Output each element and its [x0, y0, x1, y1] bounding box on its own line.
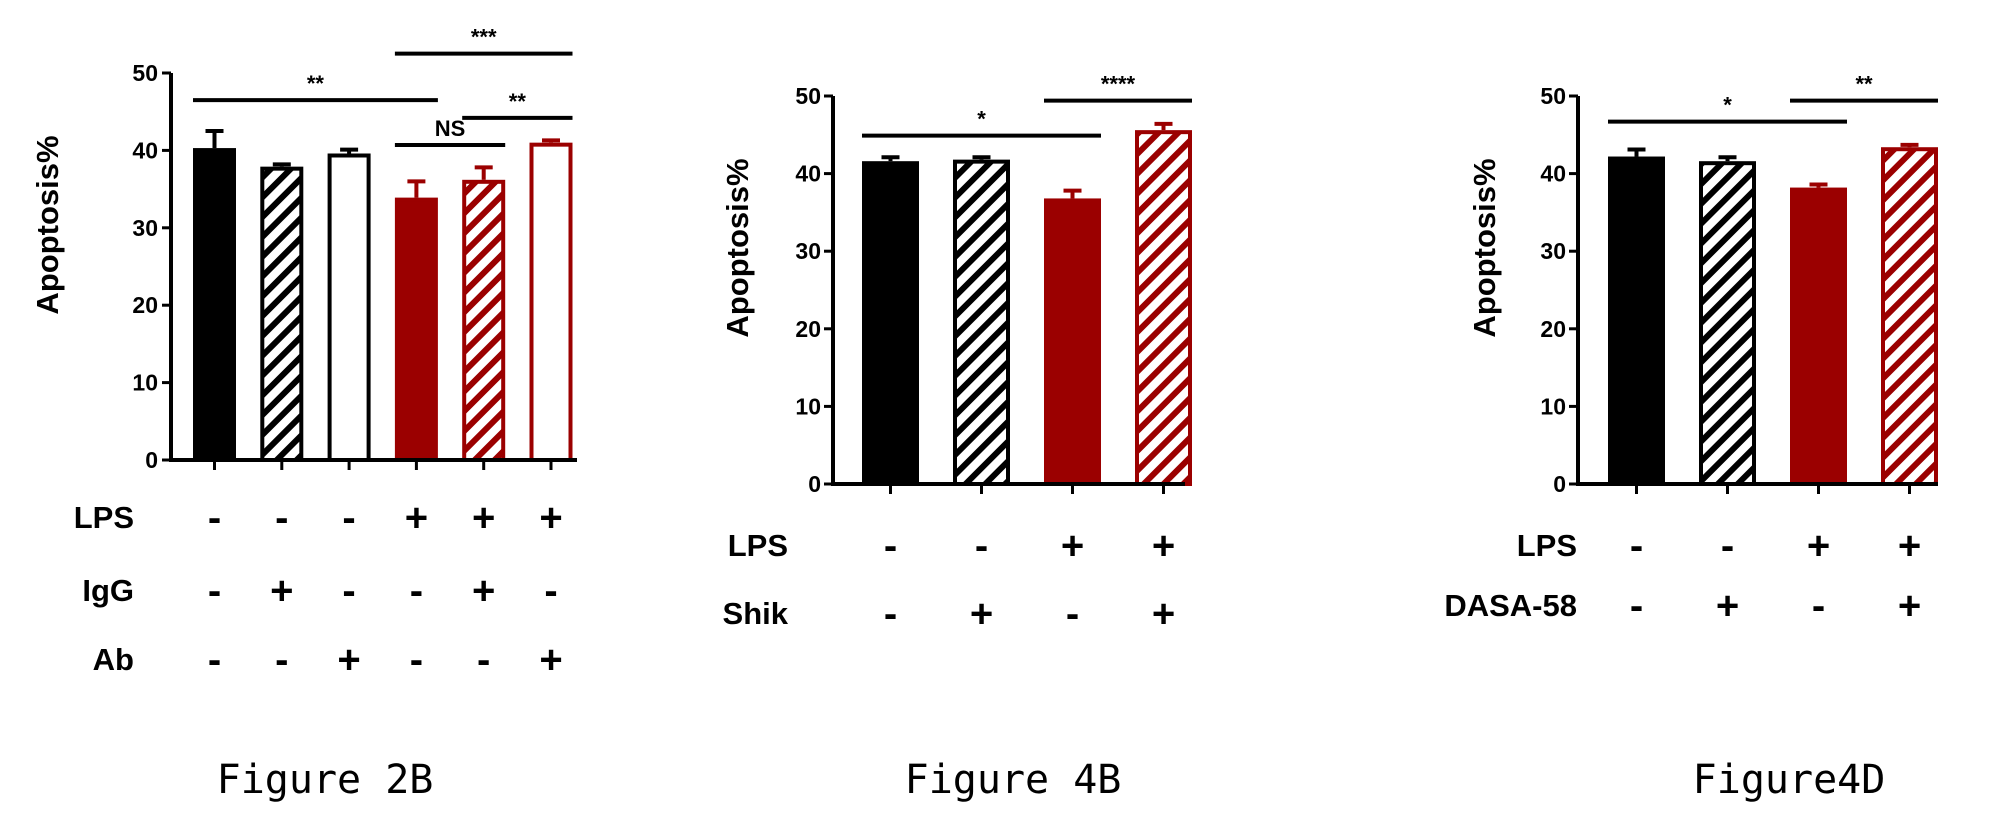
bar	[1044, 198, 1101, 486]
y-tick-label: 10	[795, 393, 821, 419]
bar	[394, 197, 438, 462]
condition-sign: -	[1066, 592, 1079, 636]
y-tick-label: 0	[1553, 471, 1566, 497]
condition-sign: -	[1630, 584, 1643, 628]
condition-label: LPS	[74, 500, 134, 535]
y-axis-label: Apoptosis%	[1467, 158, 1502, 337]
y-tick-label: 50	[1540, 83, 1566, 109]
significance-label: ***	[471, 25, 497, 50]
y-tick-label: 30	[795, 238, 821, 264]
condition-sign: +	[472, 569, 495, 613]
bar	[1135, 130, 1192, 486]
condition-label: Shik	[723, 596, 789, 631]
condition-sign: +	[539, 496, 562, 540]
condition-sign: +	[1152, 524, 1175, 568]
bar	[1699, 161, 1756, 487]
condition-sign: -	[208, 496, 221, 540]
significance-label: **	[307, 71, 325, 96]
y-tick-label: 30	[1540, 238, 1566, 264]
condition-sign: -	[208, 569, 221, 613]
y-tick-label: 10	[1540, 393, 1566, 419]
bar	[953, 159, 1010, 487]
condition-sign: +	[1898, 584, 1921, 628]
figure-caption: Figure4D	[1693, 757, 1886, 803]
condition-sign: -	[342, 496, 355, 540]
condition-sign: +	[970, 592, 993, 636]
condition-sign: -	[1812, 584, 1825, 628]
y-tick-label: 10	[132, 370, 158, 396]
significance-label: *	[977, 107, 986, 132]
condition-sign: -	[544, 569, 557, 613]
condition-sign: -	[208, 638, 221, 682]
condition-sign: +	[1807, 524, 1830, 568]
condition-sign: +	[270, 569, 293, 613]
significance-label: ****	[1101, 72, 1136, 97]
bar	[862, 161, 919, 487]
condition-sign: +	[405, 496, 428, 540]
figure-caption: Figure 4B	[905, 757, 1122, 803]
bar	[1790, 187, 1847, 486]
significance-label: **	[1855, 72, 1873, 97]
condition-sign: -	[1630, 524, 1643, 568]
condition-label: LPS	[1517, 528, 1577, 563]
bar	[1881, 147, 1938, 486]
condition-sign: +	[1152, 592, 1175, 636]
bar	[327, 153, 371, 462]
condition-sign: -	[884, 592, 897, 636]
condition-sign: +	[1716, 584, 1739, 628]
condition-label: DASA-58	[1444, 588, 1577, 623]
y-axis-label: Apoptosis%	[720, 158, 755, 337]
bar	[1608, 156, 1665, 486]
y-tick-label: 0	[145, 447, 158, 473]
significance-label: *	[1723, 93, 1732, 118]
condition-label: IgG	[82, 573, 134, 608]
condition-sign: +	[1061, 524, 1084, 568]
y-tick-label: 50	[132, 60, 158, 86]
condition-label: Ab	[93, 642, 134, 677]
condition-sign: -	[410, 569, 423, 613]
y-tick-label: 20	[132, 292, 158, 318]
condition-sign: -	[477, 638, 490, 682]
significance-label: **	[509, 89, 527, 114]
bar	[529, 142, 573, 462]
condition-sign: -	[275, 496, 288, 540]
condition-sign: -	[884, 524, 897, 568]
figure-caption: Figure 2B	[217, 757, 434, 803]
y-tick-label: 40	[132, 137, 158, 163]
bar	[260, 166, 304, 463]
bar	[462, 179, 506, 462]
y-tick-label: 20	[795, 316, 821, 342]
condition-sign: +	[472, 496, 495, 540]
y-tick-label: 40	[795, 161, 821, 187]
condition-sign: -	[342, 569, 355, 613]
condition-sign: +	[539, 638, 562, 682]
condition-label: LPS	[728, 528, 788, 563]
y-tick-label: 50	[795, 83, 821, 109]
condition-sign: -	[975, 524, 988, 568]
y-axis-label: Apoptosis%	[30, 135, 65, 314]
condition-sign: -	[1721, 524, 1734, 568]
y-tick-label: 40	[1540, 161, 1566, 187]
condition-sign: +	[1898, 524, 1921, 568]
y-tick-label: 30	[132, 215, 158, 241]
condition-sign: +	[337, 638, 360, 682]
condition-sign: -	[410, 638, 423, 682]
condition-sign: -	[275, 638, 288, 682]
y-tick-label: 0	[808, 471, 821, 497]
bar	[193, 148, 236, 462]
significance-label: NS	[435, 116, 466, 141]
y-tick-label: 20	[1540, 316, 1566, 342]
